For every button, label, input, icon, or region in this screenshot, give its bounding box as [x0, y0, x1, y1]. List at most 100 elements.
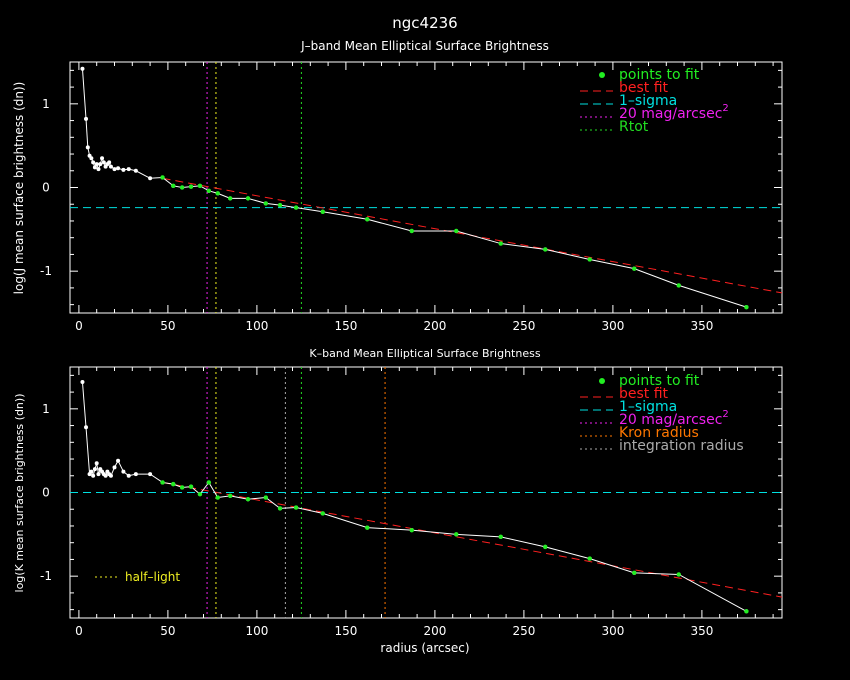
j-band-fit-point: [543, 247, 548, 252]
k-band-profile-point: [133, 472, 138, 477]
k-band-ytick-label: 1: [42, 402, 50, 416]
k-band-profile-point: [89, 469, 94, 474]
j-band-legend-points_to_fit-label: points to fit: [619, 67, 700, 83]
j-band-profile-point: [133, 168, 138, 173]
k-band-profile-point: [116, 458, 121, 463]
j-band-fit-point: [454, 228, 459, 234]
j-band-legend-rtot-label: Rtot: [619, 119, 649, 135]
j-band-fit-point: [365, 217, 370, 222]
j-band-profile-point: [84, 116, 89, 121]
k-band-fit-point: [409, 527, 414, 533]
k-band-xtick-label: 300: [601, 624, 624, 638]
k-band-legend-integration-label: integration radius: [619, 438, 744, 454]
k-band-fit-point: [197, 491, 203, 497]
j-band-fit-point: [498, 241, 503, 246]
j-band-fit-point: [215, 191, 220, 196]
k-band-fit-point: [188, 484, 194, 489]
k-band-legend-one_sigma-label: 1–sigma: [619, 399, 677, 415]
j-band-fit-point: [409, 228, 414, 234]
k-band-profile-point: [126, 473, 131, 478]
k-band-xtick-label: 200: [423, 624, 446, 638]
k-band-plot-area: [70, 367, 782, 618]
k-band-panel: K–band Mean Elliptical Surface Brightnes…: [13, 347, 783, 655]
k-band-profile-point: [148, 472, 153, 477]
k-band-ylabel: log(K mean surface brightness (dn)): [13, 394, 26, 593]
k-band-half-light-label: half–light: [125, 570, 180, 584]
j-band-profile-point: [91, 160, 96, 165]
j-band-profile-point: [89, 156, 94, 161]
k-band-xtick-label: 0: [75, 624, 83, 638]
k-band-title: K–band Mean Elliptical Surface Brightnes…: [309, 347, 540, 360]
j-band-profile-point: [107, 160, 112, 165]
j-band-xtick-label: 0: [75, 319, 83, 333]
k-band-profile-point: [91, 473, 96, 478]
j-band-legend-best_fit-label: best fit: [619, 80, 669, 96]
j-band-profile-point: [85, 145, 90, 150]
k-band-fit-point: [365, 525, 370, 530]
k-band-fit-point: [543, 544, 548, 550]
k-band-best-fit-line: [162, 481, 782, 598]
k-band-legend-points_to_fit-label: points to fit: [619, 373, 700, 389]
j-band-fit-point: [171, 183, 176, 189]
j-band-fit-point: [632, 266, 637, 271]
k-band-profile-point: [84, 425, 89, 430]
k-band-xtick-label: 250: [512, 624, 535, 638]
j-band-fit-point: [263, 201, 268, 206]
j-band-profile-point: [126, 167, 131, 172]
j-band-fit-point: [160, 175, 165, 180]
k-band-profile-point: [92, 467, 97, 472]
j-band-profile-point: [121, 167, 126, 172]
j-band-legend-mag20-label-sup: 2: [722, 103, 728, 114]
k-band-xlabel: radius (arcsec): [380, 641, 469, 655]
k-band-fit-point: [179, 485, 185, 490]
j-band-xtick-label: 50: [160, 319, 175, 333]
k-band-xtick-label: 100: [245, 624, 268, 638]
j-band-profile-point: [96, 167, 101, 172]
k-band-fit-point: [293, 505, 299, 510]
k-band-fit-point: [171, 481, 176, 487]
j-band-fit-point: [744, 304, 749, 310]
k-band-xtick-label: 350: [690, 624, 713, 638]
j-band-legend-points_to_fit-marker: [599, 72, 605, 78]
j-band-fit-point: [277, 202, 283, 208]
j-band-profile-point: [94, 162, 99, 167]
k-band-ytick-label: 0: [42, 486, 50, 500]
j-band-fit-point: [245, 196, 251, 201]
k-band-fit-point: [632, 570, 637, 576]
k-band-xtick-label: 50: [160, 624, 175, 638]
k-band-legend-mag20-label-sup: 2: [722, 409, 728, 420]
j-band-xtick-label: 250: [512, 319, 535, 333]
j-band-profile-point: [148, 176, 153, 181]
j-band-xtick-label: 350: [690, 319, 713, 333]
j-band-xtick-label: 150: [334, 319, 357, 333]
k-band-fit-point: [744, 609, 749, 614]
j-band-profile-point: [112, 167, 117, 172]
j-band-legend-one_sigma-label: 1–sigma: [619, 93, 677, 109]
k-band-fit-point: [245, 496, 251, 502]
j-band-legend-mag20-label: 20 mag/arcsec2: [619, 103, 729, 122]
j-band-title: J–band Mean Elliptical Surface Brightnes…: [300, 39, 549, 53]
k-band-fit-point: [160, 480, 165, 485]
j-band-ytick-label: 1: [42, 97, 50, 111]
k-band-profile-point: [103, 473, 108, 478]
j-band-fit-point: [179, 185, 185, 190]
j-band-panel: J–band Mean Elliptical Surface Brightnes…: [12, 39, 783, 333]
j-band-ylabel: log(J mean surface brightness (dn)): [12, 82, 26, 295]
j-band-profile-point: [92, 165, 97, 170]
k-band-fit-point: [228, 493, 233, 499]
j-band-profile-point: [98, 162, 103, 167]
k-band-profile-point: [121, 469, 126, 474]
k-band-fit-point: [498, 534, 503, 540]
j-band-fit-point: [320, 209, 325, 214]
k-band-fit-point: [263, 495, 268, 500]
j-band-fit-point: [587, 257, 592, 262]
j-band-fit-point: [293, 205, 299, 210]
j-band-profile-point: [100, 156, 105, 161]
k-band-fit-point: [320, 511, 325, 516]
k-band-legend-kron-label: Kron radius: [619, 425, 699, 441]
k-band-profile-point: [108, 473, 113, 478]
j-band-fit-point: [188, 184, 194, 189]
j-band-profile-point: [116, 166, 121, 171]
j-band-profile-point: [80, 66, 85, 71]
